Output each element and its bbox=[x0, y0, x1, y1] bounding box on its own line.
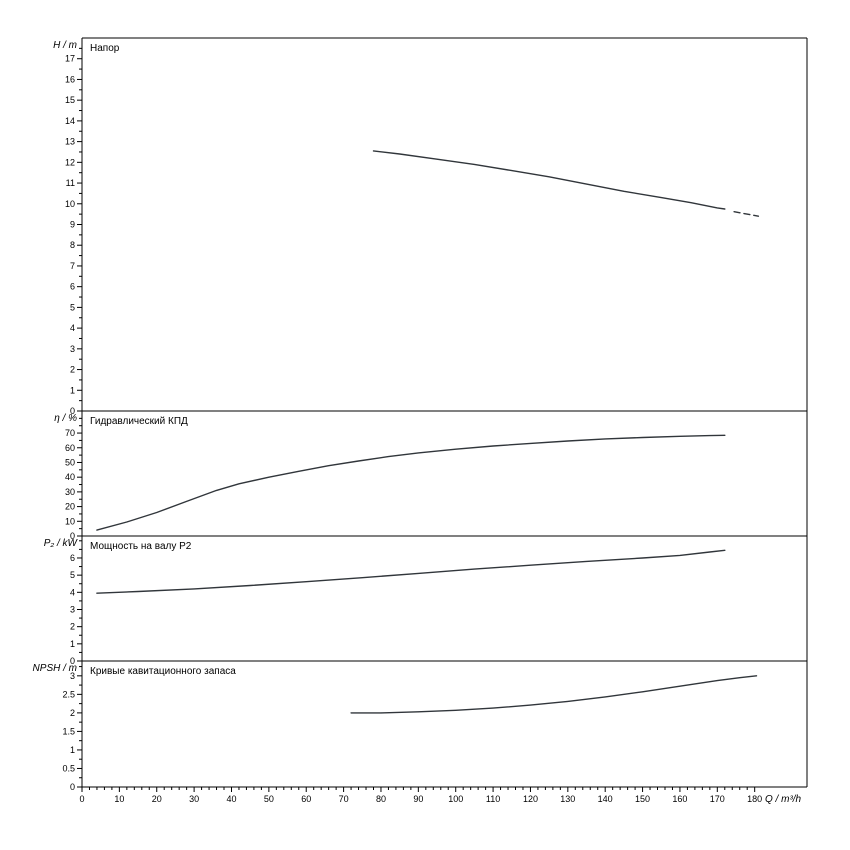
y-tick-label: 3 bbox=[70, 671, 75, 681]
panel-power: 0 1 2 3 4 5 6 Мощность на валу P2 P₂ / kW bbox=[44, 538, 726, 666]
shaft-power-curve bbox=[96, 549, 726, 594]
x-tick-label: 120 bbox=[523, 794, 538, 804]
efficiency-curve bbox=[96, 434, 726, 531]
y-tick-label: 30 bbox=[65, 487, 75, 497]
x-tick-label: 10 bbox=[114, 794, 124, 804]
y-tick-label: 4 bbox=[70, 587, 75, 597]
y-tick-label: 1 bbox=[70, 639, 75, 649]
panel-title-efficiency: Гидравлический КПД bbox=[90, 416, 188, 427]
y-tick-label: 16 bbox=[65, 74, 75, 84]
y-tick-label: 0 bbox=[70, 782, 75, 792]
x-tick-label: 80 bbox=[376, 794, 386, 804]
npsh-curve bbox=[350, 675, 758, 714]
panel-title-power: Мощность на валу P2 bbox=[90, 541, 192, 552]
y-tick-label: 13 bbox=[65, 137, 75, 147]
head-curve-extrapolated bbox=[733, 211, 760, 217]
x-tick-label: 100 bbox=[448, 794, 463, 804]
panel-npsh: 0 0.5 1 1.5 2 2.5 3 Кривые кавитационного запас… bbox=[33, 663, 758, 792]
x-tick-label: 20 bbox=[152, 794, 162, 804]
y-tick-label: 2 bbox=[70, 708, 75, 718]
x-tick-label: 160 bbox=[672, 794, 687, 804]
y-tick-label: 12 bbox=[65, 157, 75, 167]
x-tick-label: 50 bbox=[264, 794, 274, 804]
y-tick-label: 40 bbox=[65, 472, 75, 482]
panel-title-npsh: Кривые кавитационного запаса bbox=[90, 666, 236, 677]
x-tick-label: 140 bbox=[598, 794, 613, 804]
y-tick-label: 0 bbox=[70, 531, 75, 541]
x-tick-label: 130 bbox=[560, 794, 575, 804]
y-tick-label: 20 bbox=[65, 502, 75, 512]
y-tick-label: 14 bbox=[65, 116, 75, 126]
x-tick-label: 150 bbox=[635, 794, 650, 804]
y-tick-label: 1 bbox=[70, 745, 75, 755]
y-tick-label: 0.5 bbox=[62, 763, 75, 773]
y-axis-label-power: P₂ / kW bbox=[44, 538, 79, 549]
y-tick-label: 2.5 bbox=[62, 689, 75, 699]
y-tick-label: 5 bbox=[70, 570, 75, 580]
y-tick-label: 50 bbox=[65, 457, 75, 467]
y-tick-label: 15 bbox=[65, 95, 75, 105]
y-tick-label: 9 bbox=[70, 220, 75, 230]
panel-efficiency: 0 10 20 30 40 50 60 70 Гидравлический КПД η / % bbox=[54, 413, 726, 541]
y-tick-label: 70 bbox=[65, 428, 75, 438]
y-tick-label: 3 bbox=[70, 344, 75, 354]
y-tick-label: 10 bbox=[65, 199, 75, 209]
x-tick-label: 170 bbox=[710, 794, 725, 804]
x-tick-label: 30 bbox=[189, 794, 199, 804]
x-tick-label: 60 bbox=[301, 794, 311, 804]
x-tick-label: 110 bbox=[486, 794, 500, 804]
x-tick-label: 40 bbox=[226, 794, 236, 804]
y-tick-label: 4 bbox=[70, 323, 75, 333]
y-tick-label: 11 bbox=[66, 178, 75, 188]
x-tick-label: 90 bbox=[413, 794, 423, 804]
x-tick-label: 70 bbox=[339, 794, 349, 804]
y-tick-label: 2 bbox=[70, 365, 75, 375]
y-tick-label: 0 bbox=[70, 656, 75, 666]
y-tick-label: 5 bbox=[70, 302, 75, 312]
y-axis-label-npsh: NPSH / m bbox=[33, 663, 77, 674]
y-tick-label: 10 bbox=[65, 516, 75, 526]
x-tick-label: 180 bbox=[747, 794, 762, 804]
chart-frame bbox=[81, 37, 808, 788]
y-tick-label: 6 bbox=[70, 282, 75, 292]
y-tick-label: 1 bbox=[70, 385, 75, 395]
y-tick-label: 2 bbox=[70, 622, 75, 632]
y-tick-label: 6 bbox=[70, 553, 75, 563]
y-tick-label: 8 bbox=[70, 240, 75, 250]
head-curve bbox=[372, 150, 726, 210]
y-tick-label: 7 bbox=[70, 261, 75, 271]
x-tick-label: 0 bbox=[79, 794, 84, 804]
y-tick-label: 17 bbox=[65, 54, 75, 64]
panel-title-head: Напор bbox=[90, 43, 120, 54]
x-axis-label: Q / m³/h bbox=[765, 794, 802, 805]
y-tick-label: 0 bbox=[70, 406, 75, 416]
y-axis-label-efficiency: η / % bbox=[54, 413, 77, 424]
y-tick-label: 1.5 bbox=[62, 726, 75, 736]
y-tick-label: 60 bbox=[65, 443, 75, 453]
y-axis-label-head: H / m bbox=[53, 40, 77, 51]
y-tick-label: 3 bbox=[70, 604, 75, 614]
